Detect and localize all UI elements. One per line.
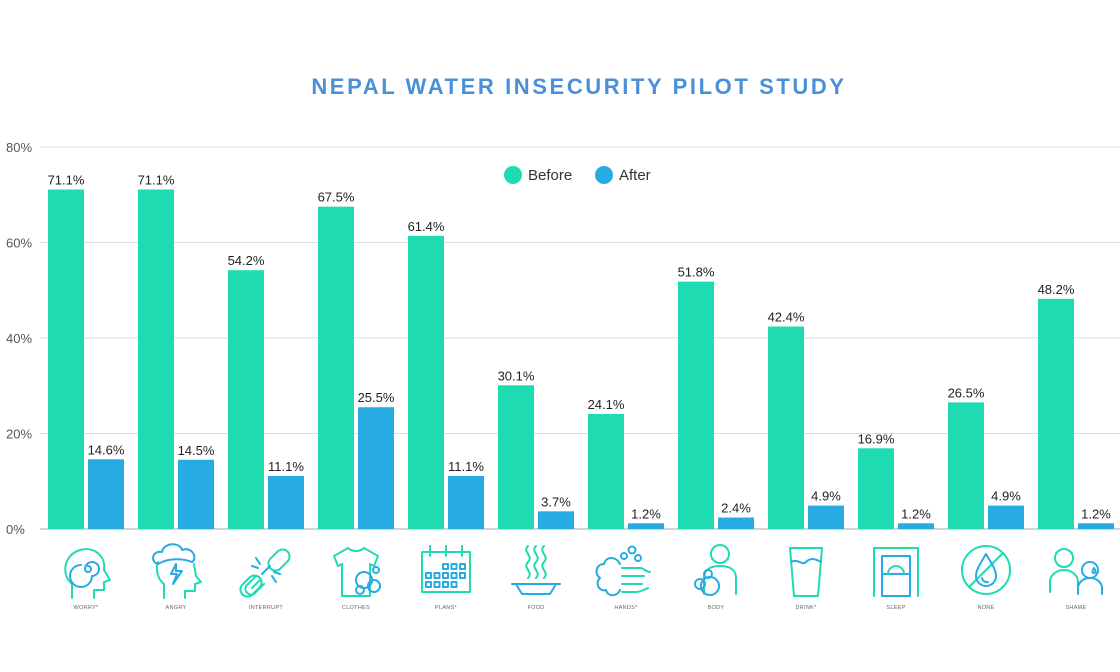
bar-before — [858, 448, 894, 529]
y-tick-label: 60% — [6, 236, 32, 251]
data-label: 14.6% — [88, 442, 125, 457]
bar-before — [408, 235, 444, 529]
category-label: BODY — [708, 605, 725, 611]
data-label: 26.5% — [948, 385, 985, 400]
bar-before — [1038, 298, 1074, 529]
data-label: 4.9% — [991, 489, 1021, 504]
legend-label-after: After — [619, 167, 651, 184]
y-tick-label: 40% — [6, 331, 32, 346]
bar-after — [88, 459, 124, 529]
water-glass-icon — [789, 547, 823, 597]
data-label: 61.4% — [408, 219, 445, 234]
two-people-tear-icon — [1049, 548, 1103, 595]
category-label: NONE — [977, 605, 994, 611]
legend: Before After — [504, 166, 651, 184]
bar-after — [898, 523, 934, 529]
data-label: 48.2% — [1038, 282, 1075, 297]
data-label: 2.4% — [721, 501, 751, 516]
chart-title: NEPAL WATER INSECURITY PILOT STUDY — [311, 74, 847, 99]
soapy-hands-icon — [595, 545, 651, 597]
data-labels: 71.1% 14.6% 71.1% 14.5% 54.2% 11.1% 67.5% 25.5%… — [48, 172, 1112, 521]
bar-after — [268, 475, 304, 529]
shirt-bubbles-icon — [333, 547, 381, 597]
y-axis: 0% 20% 40% 60% 80% — [6, 140, 32, 537]
data-label: 54.2% — [228, 253, 265, 268]
data-label: 1.2% — [901, 506, 931, 521]
bar-before — [498, 385, 534, 529]
bar-after — [178, 459, 214, 529]
bed-icon — [873, 547, 919, 597]
category-label: INTERRUPT — [249, 605, 284, 611]
category-label: WORRY* — [74, 605, 99, 611]
data-label: 16.9% — [858, 431, 895, 446]
data-label: 11.1% — [268, 459, 304, 474]
calendar-icon — [421, 545, 471, 593]
data-label: 14.5% — [178, 443, 215, 458]
y-tick-label: 20% — [6, 427, 32, 442]
bar-before — [48, 189, 84, 529]
bar-after — [448, 475, 484, 529]
bar-after — [358, 407, 394, 529]
bar-before — [588, 413, 624, 529]
data-label: 1.2% — [631, 506, 661, 521]
data-label: 51.8% — [678, 265, 715, 280]
data-label: 71.1% — [138, 172, 175, 187]
data-label: 42.4% — [768, 310, 805, 325]
data-label: 71.1% — [48, 172, 85, 187]
head-spiral-icon — [64, 548, 111, 599]
data-label: 25.5% — [358, 390, 395, 405]
broken-chain-icon — [239, 548, 291, 598]
data-label: 1.2% — [1081, 506, 1111, 521]
data-label: 4.9% — [811, 489, 841, 504]
bar-before — [228, 270, 264, 529]
bar-before — [768, 326, 804, 529]
category-label: SLEEP — [886, 605, 905, 611]
y-tick-label: 0% — [6, 522, 25, 537]
head-storm-icon — [152, 543, 202, 599]
bar-before — [138, 189, 174, 529]
data-label: 24.1% — [588, 397, 625, 412]
bar-before — [948, 402, 984, 529]
no-water-icon — [961, 545, 1011, 595]
legend-swatch-after — [595, 166, 613, 184]
bar-before — [678, 281, 714, 529]
bars — [48, 189, 1114, 529]
data-label: 67.5% — [318, 190, 355, 205]
bar-after — [538, 511, 574, 529]
steaming-bowl-icon — [511, 545, 561, 595]
category-label: SHAME — [1065, 605, 1086, 611]
bar-after — [1078, 523, 1114, 529]
bar-after — [628, 523, 664, 529]
legend-label-before: Before — [528, 167, 572, 184]
category-label: PLANS* — [435, 605, 458, 611]
data-label: 11.1% — [448, 459, 484, 474]
category-label: DRINK* — [795, 605, 817, 611]
data-label: 3.7% — [541, 494, 571, 509]
category-icons: WORRY* ANGRY INTERRUPT CLOTHES PLANS* FOOD HAN… — [64, 543, 1103, 611]
category-label: HANDS* — [614, 605, 638, 611]
category-label: ANGRY — [166, 605, 187, 611]
bar-before — [318, 206, 354, 529]
bar-after — [808, 505, 844, 529]
gridlines — [40, 146, 1120, 530]
category-label: CLOTHES — [342, 605, 370, 611]
bar-after — [988, 505, 1024, 529]
legend-swatch-before — [504, 166, 522, 184]
bar-after — [718, 517, 754, 529]
data-label: 30.1% — [498, 368, 535, 383]
y-tick-label: 80% — [6, 140, 32, 155]
category-label: FOOD — [527, 605, 544, 611]
person-bathing-icon — [694, 544, 737, 596]
